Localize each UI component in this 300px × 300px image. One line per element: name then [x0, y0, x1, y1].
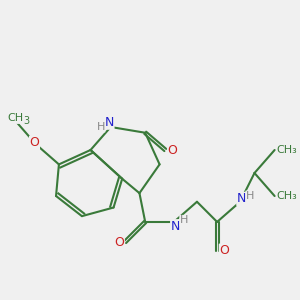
Text: H: H [180, 215, 188, 226]
Text: CH: CH [8, 113, 24, 123]
Text: O: O [29, 136, 39, 149]
Text: N: N [171, 220, 180, 233]
Text: H: H [246, 191, 254, 201]
Text: N: N [237, 192, 246, 206]
Text: O: O [168, 143, 178, 157]
Text: O: O [219, 244, 229, 257]
Text: O: O [114, 236, 124, 248]
Text: N: N [105, 116, 114, 129]
Text: H: H [96, 122, 105, 132]
Text: CH₃: CH₃ [276, 191, 297, 201]
Text: CH₃: CH₃ [276, 145, 297, 155]
Text: 3: 3 [23, 116, 29, 126]
